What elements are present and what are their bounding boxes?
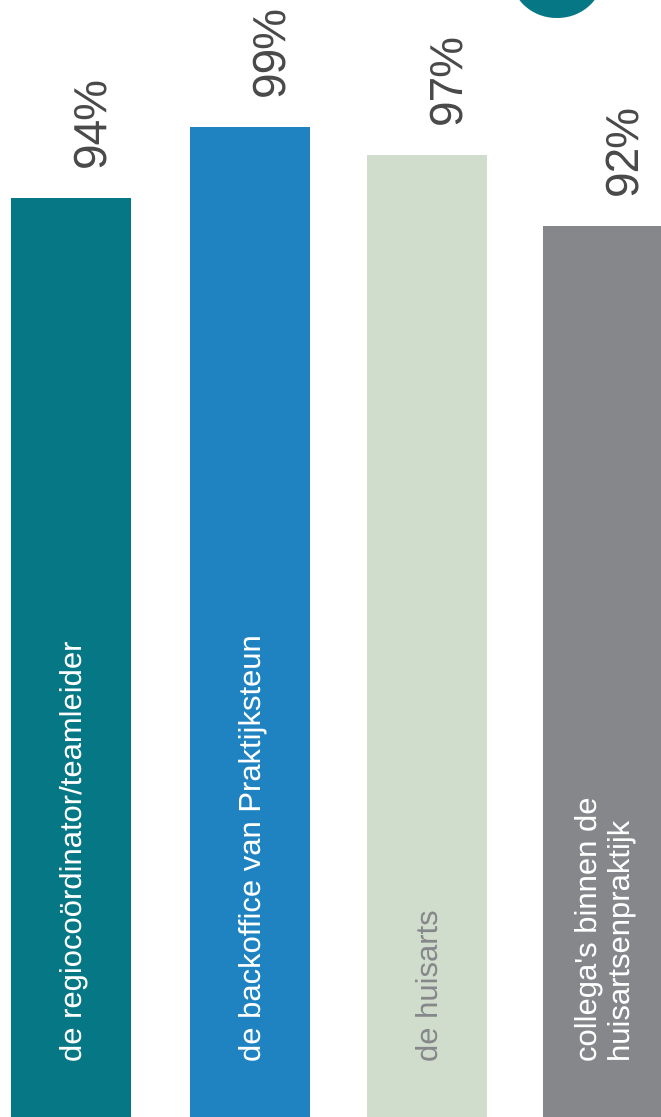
value-label-2: 99%: [243, 9, 295, 99]
bar-label-line: de regiocoördinator/teamleider: [52, 641, 88, 1062]
bar-label-2: de backoffice van Praktijksteun: [190, 127, 310, 1117]
bar-label-line: collega's binnen de: [568, 797, 604, 1062]
bar-label-3: de huisarts: [367, 155, 487, 1117]
bar-label-4: collega's binnen de huisartsenpraktijk: [543, 226, 661, 1117]
value-label-4: 92%: [596, 108, 648, 198]
bar-label-line: huisartsenpraktijk: [601, 820, 636, 1062]
bar-label-1: de regiocoördinator/teamleider: [11, 198, 131, 1117]
bar-3: de huisarts: [367, 155, 487, 1117]
bar-label-line: de huisarts: [408, 910, 444, 1062]
bar-4: collega's binnen de huisartsenpraktijk: [543, 226, 661, 1117]
bar-label-line: de backoffice van Praktijksteun: [231, 635, 267, 1062]
bar-2: de backoffice van Praktijksteun: [190, 127, 310, 1117]
decorative-circle: [512, 0, 602, 18]
value-label-3: 97%: [420, 37, 472, 127]
bar-1: de regiocoördinator/teamleider: [11, 198, 131, 1117]
value-label-1: 94%: [64, 80, 116, 170]
